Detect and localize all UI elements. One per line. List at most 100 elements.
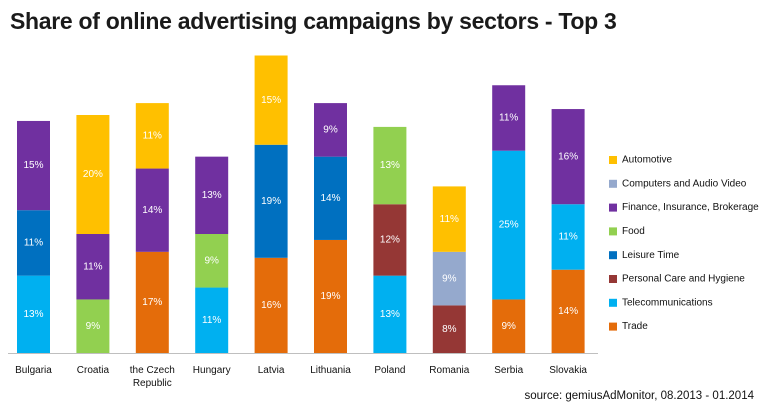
segment-value-label: 14% (142, 205, 162, 216)
legend-item-telecommunications: Telecommunications (609, 297, 713, 308)
segment-value-label: 14% (558, 306, 578, 317)
category-label-slovakia: Slovakia (549, 365, 587, 376)
segment-value-label: 15% (261, 95, 281, 106)
chart-title: Share of online advertising campaigns by… (10, 8, 617, 34)
legend-label: Personal Care and Hygiene (622, 274, 745, 285)
segment-telecommunications (551, 204, 585, 270)
bar-latvia: 16% 19% 15% (254, 55, 288, 353)
segment-value-label: 11% (202, 315, 221, 326)
segment-value-label: 13% (380, 160, 400, 171)
segment-trade (492, 299, 526, 353)
legend-item-computers-and-audio-video: Computers and Audio Video (609, 178, 747, 189)
legend-item-finance-insurance-brokerage: Finance, Insurance, Brokerage (609, 202, 759, 213)
segment-value-label: 13% (380, 309, 400, 320)
segment-automotive (76, 115, 110, 234)
category-label-lithuania: Lithuania (310, 365, 351, 376)
bars-group: 13% 11% 15% 9% 11% 20% 17% 14% 11% 11% 9% 13% 16% 19%… (17, 55, 585, 353)
category-label-bulgaria: Bulgaria (15, 365, 52, 376)
segment-leisure-time (254, 144, 288, 258)
segment-automotive (432, 186, 466, 252)
legend-label: Automotive (622, 155, 672, 166)
segment-value-label: 9% (86, 321, 101, 332)
bar-lithuania: 19% 14% 9% (314, 103, 347, 353)
segment-finance-insurance-brokerage (195, 156, 229, 234)
category-label-romania: Romania (429, 365, 469, 376)
bar-the-czech-republic: 17% 14% 11% (135, 103, 169, 353)
bar-slovakia: 14% 11% 16% (551, 109, 585, 353)
segment-personal-care-and-hygiene (373, 204, 407, 276)
legend-label: Food (622, 226, 645, 237)
legend-item-trade: Trade (609, 321, 648, 332)
legend-label: Telecommunications (622, 297, 713, 308)
segment-finance-insurance-brokerage (135, 168, 169, 252)
legend-swatch (609, 203, 617, 212)
segment-value-label: 14% (320, 193, 340, 204)
legend-swatch (609, 156, 617, 164)
category-label-poland: Poland (374, 365, 405, 376)
legend-swatch (609, 251, 617, 260)
segment-value-label: 19% (320, 291, 340, 302)
legend-swatch (609, 298, 617, 307)
segment-finance-insurance-brokerage (492, 85, 526, 151)
segment-trade (135, 251, 169, 353)
legend-label: Leisure Time (622, 250, 680, 261)
category-label-hungary: Hungary (193, 365, 231, 376)
segment-value-label: 16% (261, 300, 281, 311)
segment-value-label: 9% (442, 273, 457, 284)
segment-food (373, 126, 407, 205)
segment-automotive (135, 103, 169, 169)
segment-value-label: 13% (23, 309, 43, 320)
segment-trade (551, 269, 585, 353)
segment-value-label: 20% (83, 169, 103, 180)
legend: Automotive Computers and Audio Video Finan… (609, 155, 759, 332)
bar-bulgaria: 13% 11% 15% (17, 120, 50, 353)
category-label-serbia: Serbia (494, 365, 523, 376)
segment-automotive (254, 55, 288, 145)
legend-item-automotive: Automotive (609, 155, 672, 166)
source-note: source: gemiusAdMonitor, 08.2013 - 01.20… (524, 390, 754, 402)
segment-finance-insurance-brokerage (17, 120, 50, 211)
segment-leisure-time (17, 210, 50, 276)
segment-value-label: 13% (202, 190, 222, 201)
segment-telecommunications (17, 275, 50, 353)
legend-label: Finance, Insurance, Brokerage (622, 202, 759, 213)
category-labels: Bulgaria Croatia the Czech Republic Hungary L… (15, 365, 587, 389)
segment-trade (314, 239, 347, 353)
segment-value-label: 9% (323, 125, 338, 136)
bar-croatia: 9% 11% 20% (76, 115, 110, 353)
legend-swatch (609, 227, 617, 236)
segment-finance-insurance-brokerage (314, 103, 347, 157)
segment-telecommunications (373, 275, 407, 353)
segment-value-label: 11% (499, 113, 518, 124)
category-label-latvia: Latvia (258, 365, 285, 376)
legend-item-food: Food (609, 226, 645, 237)
segment-value-label: 11% (558, 232, 577, 243)
category-label-the-czech-republic: the Czech Republic (130, 365, 175, 389)
segment-finance-insurance-brokerage (76, 234, 110, 300)
segment-value-label: 8% (442, 324, 457, 335)
bar-serbia: 9% 25% 11% (492, 85, 526, 353)
segment-value-label: 17% (142, 297, 162, 308)
legend-swatch (609, 179, 617, 188)
bar-hungary: 11% 9% 13% (195, 156, 229, 353)
category-label-croatia: Croatia (77, 365, 110, 376)
segment-personal-care-and-hygiene (432, 305, 466, 353)
legend-item-personal-care-and-hygiene: Personal Care and Hygiene (609, 274, 745, 285)
legend-swatch (609, 275, 617, 283)
segment-leisure-time (314, 156, 347, 240)
bar-poland: 13% 12% 13% (373, 126, 407, 353)
segment-trade (254, 257, 288, 353)
segment-value-label: 15% (23, 160, 43, 171)
legend-label: Computers and Audio Video (622, 178, 747, 189)
segment-value-label: 11% (440, 214, 459, 225)
segment-food (76, 299, 110, 353)
segment-value-label: 19% (261, 196, 281, 207)
segment-value-label: 16% (558, 151, 578, 162)
segment-telecommunications (195, 287, 229, 353)
segment-value-label: 9% (501, 321, 516, 332)
segment-value-label: 11% (24, 238, 43, 249)
segment-value-label: 12% (380, 235, 400, 246)
segment-food (195, 234, 229, 288)
legend-item-leisure-time: Leisure Time (609, 250, 680, 261)
